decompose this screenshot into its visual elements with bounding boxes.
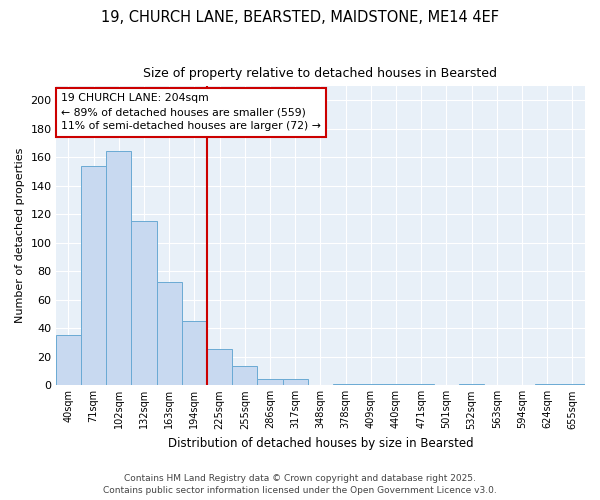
Text: 19 CHURCH LANE: 204sqm
← 89% of detached houses are smaller (559)
11% of semi-de: 19 CHURCH LANE: 204sqm ← 89% of detached… (61, 94, 321, 132)
Bar (207, 350, 232, 385)
Bar (182, 321, 207, 385)
Bar (131, 221, 157, 385)
Text: 19, CHURCH LANE, BEARSTED, MAIDSTONE, ME14 4EF: 19, CHURCH LANE, BEARSTED, MAIDSTONE, ME… (101, 10, 499, 25)
Bar (257, 380, 283, 385)
Bar (333, 384, 358, 385)
Bar (157, 282, 182, 385)
Bar (459, 384, 484, 385)
Bar (383, 384, 409, 385)
Bar (283, 380, 308, 385)
Bar (106, 152, 131, 385)
Bar (81, 166, 106, 385)
X-axis label: Distribution of detached houses by size in Bearsted: Distribution of detached houses by size … (167, 437, 473, 450)
Bar (535, 384, 560, 385)
Y-axis label: Number of detached properties: Number of detached properties (15, 148, 25, 323)
Bar (409, 384, 434, 385)
Title: Size of property relative to detached houses in Bearsted: Size of property relative to detached ho… (143, 68, 497, 80)
Bar (56, 335, 81, 385)
Text: Contains HM Land Registry data © Crown copyright and database right 2025.
Contai: Contains HM Land Registry data © Crown c… (103, 474, 497, 495)
Bar (358, 384, 383, 385)
Bar (560, 384, 585, 385)
Bar (232, 366, 257, 385)
